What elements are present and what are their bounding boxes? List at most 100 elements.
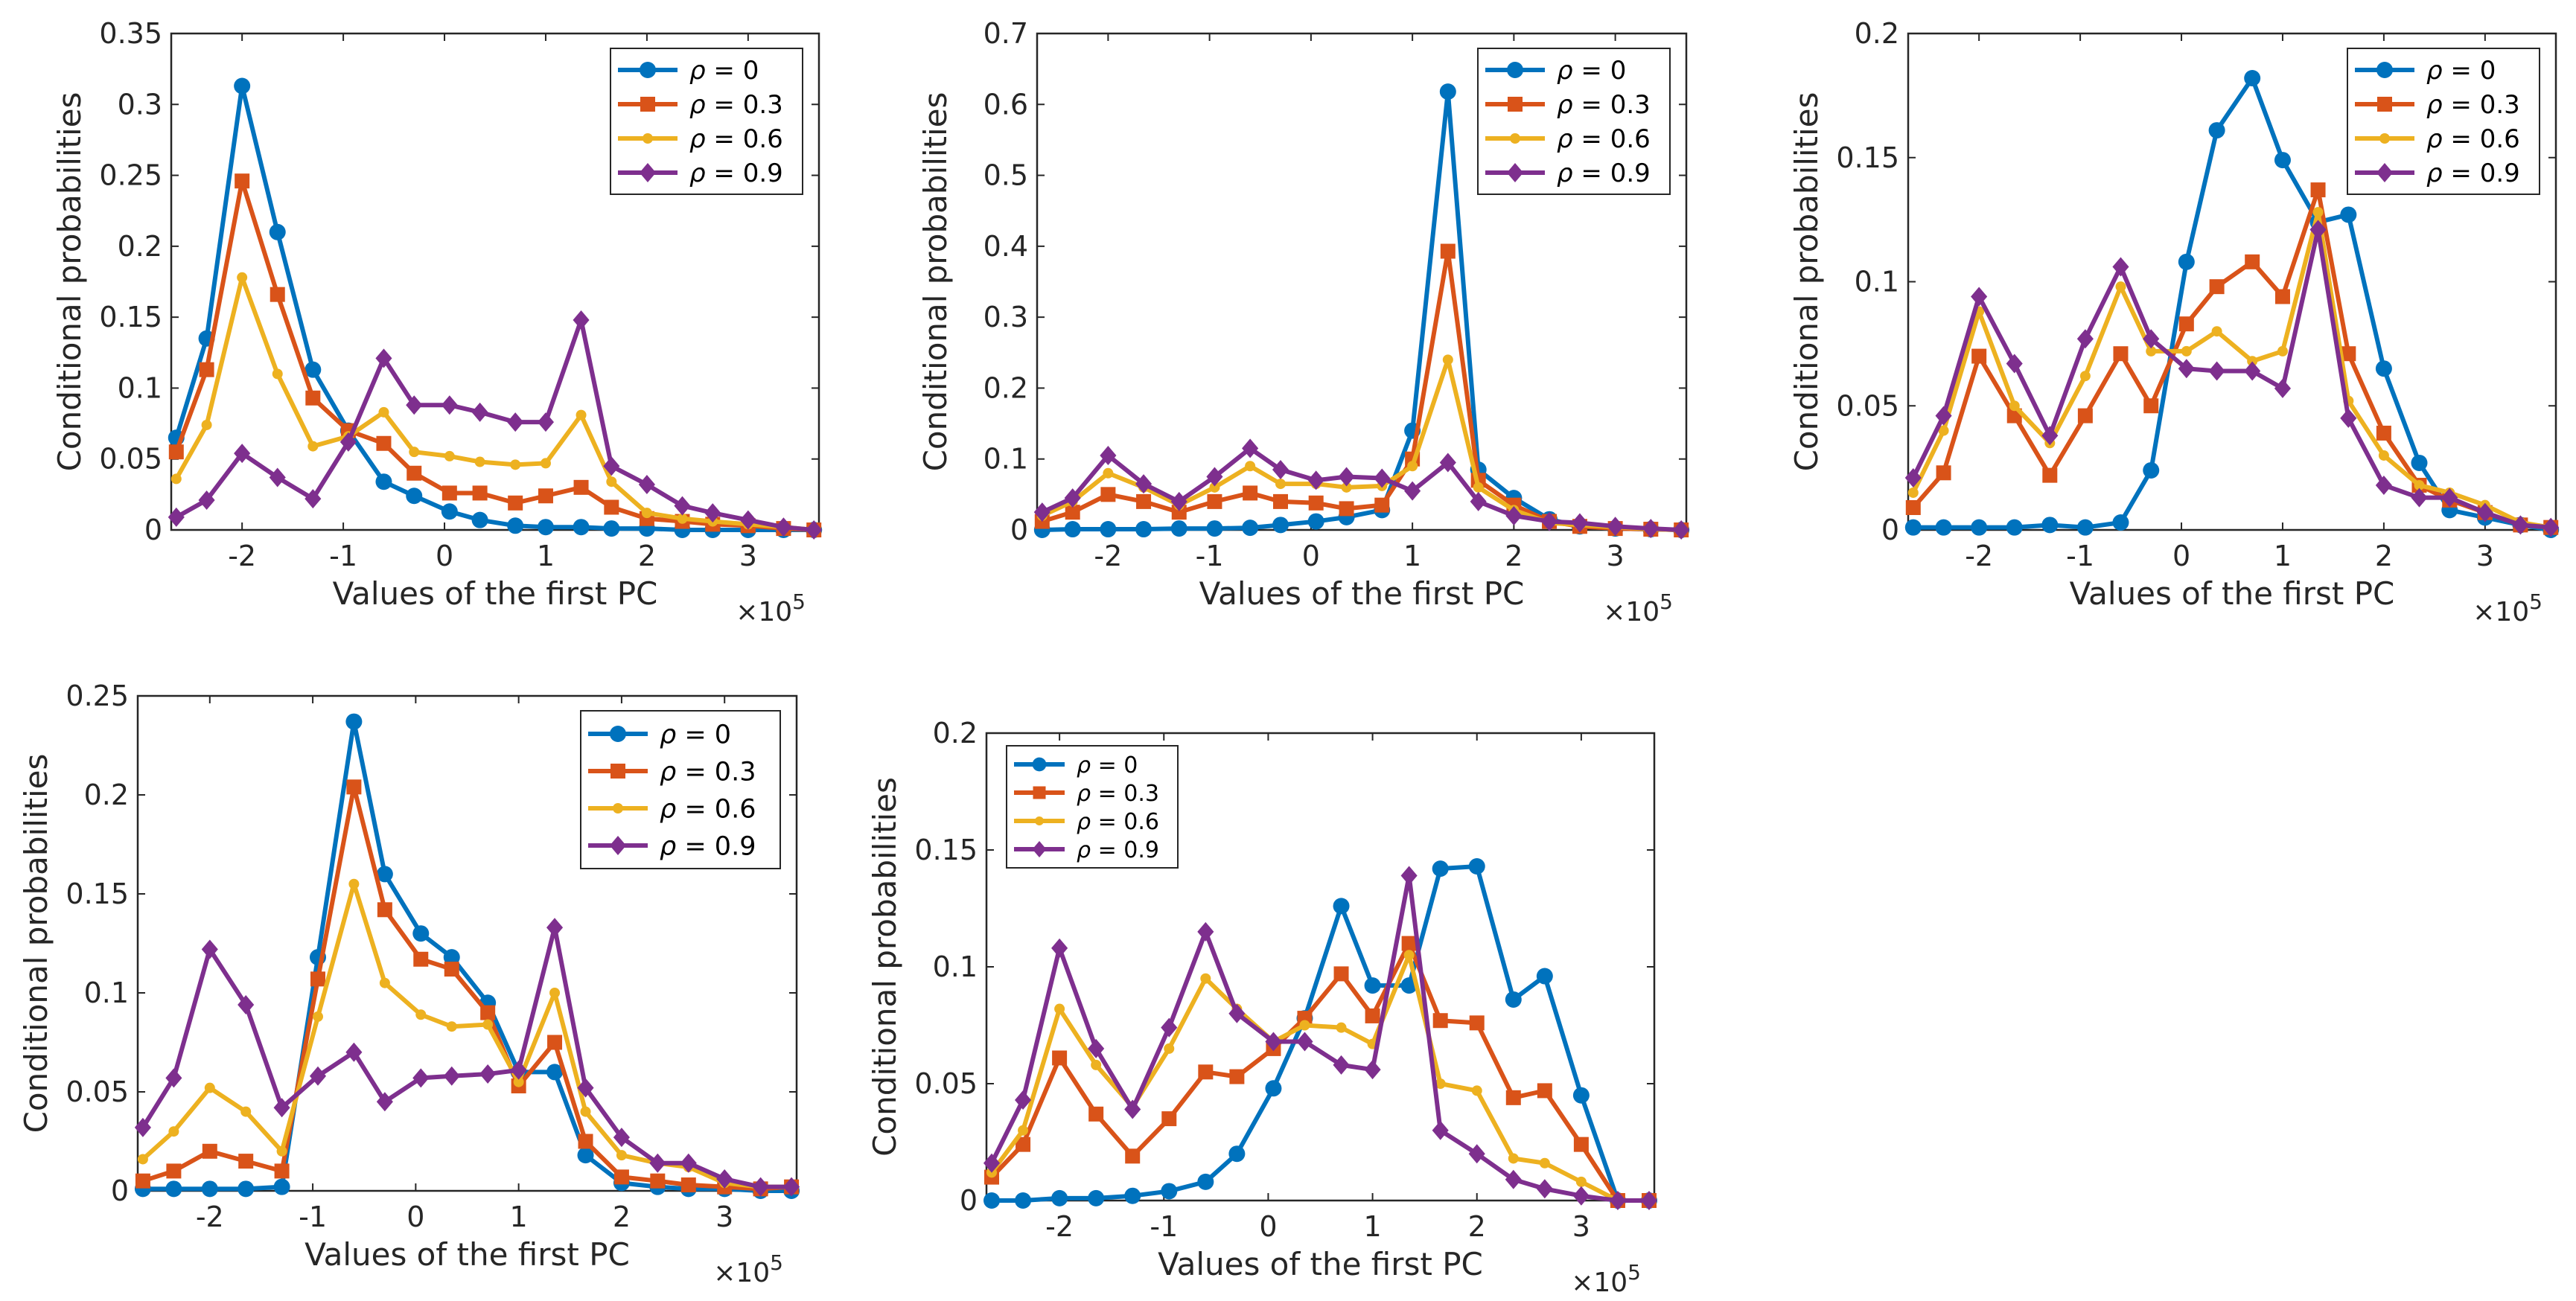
data-point: [783, 1177, 800, 1197]
data-point: [1015, 1192, 1032, 1209]
data-point: [376, 866, 393, 883]
legend-label-value: = 0.6: [1091, 809, 1159, 835]
series-4: [1033, 438, 1690, 540]
x-tick-label: -1: [329, 540, 357, 572]
x-axis-title: Values of the first PC: [333, 575, 658, 612]
data-point: [2178, 316, 2194, 332]
data-point: [2077, 408, 2093, 423]
data-point: [739, 510, 756, 530]
data-point: [983, 1153, 1001, 1173]
legend-label-symbol: ρ: [1077, 781, 1091, 807]
data-point: [1904, 519, 1922, 536]
data-point: [1571, 513, 1588, 533]
data-point: [235, 173, 250, 189]
data-point: [1971, 287, 1988, 307]
data-point: [134, 1117, 151, 1137]
x-axis-multiplier: ×105: [1571, 1260, 1641, 1298]
legend-label: ρ = 0: [689, 56, 759, 86]
legend-label: ρ = 0: [1557, 56, 1626, 86]
data-point: [1407, 461, 1418, 472]
data-point: [1307, 513, 1324, 530]
legend-label-symbol: ρ: [1557, 124, 1573, 154]
data-point: [1365, 1008, 1380, 1023]
data-point: [198, 490, 215, 510]
x-tick-label: 2: [1468, 1210, 1486, 1243]
y-axis-title: Conditional probabilities: [51, 92, 88, 472]
data-point: [752, 1177, 769, 1197]
data-point: [168, 507, 185, 527]
data-point: [1470, 491, 1487, 511]
data-point: [573, 479, 589, 495]
data-point: [1432, 1120, 1449, 1140]
legend-label-value: = 0.3: [706, 90, 783, 120]
legend-label-symbol: ρ: [689, 159, 706, 188]
data-point: [1161, 1111, 1177, 1127]
data-point: [1539, 1157, 1550, 1169]
data-point: [407, 465, 422, 481]
data-point: [1088, 1106, 1104, 1122]
legend-label: ρ = 0.3: [2426, 90, 2520, 120]
data-point: [1905, 499, 1921, 515]
legend-label: ρ = 0: [660, 720, 731, 750]
data-point: [1971, 348, 1987, 364]
data-point: [2378, 450, 2389, 461]
data-point: [202, 1143, 217, 1159]
data-point: [2375, 475, 2392, 495]
data-point: [1400, 977, 1418, 994]
x-tick-label: 3: [2476, 540, 2494, 572]
legend-label-symbol: ρ: [1557, 159, 1573, 188]
y-tick-label: 0.1: [118, 371, 162, 404]
data-point: [378, 406, 389, 418]
legend-label: ρ = 0.6: [1557, 124, 1651, 154]
data-point: [1124, 1099, 1141, 1119]
x-tick-label: 2: [613, 1201, 631, 1233]
data-point: [2542, 517, 2560, 537]
series-2: [135, 779, 800, 1197]
data-point: [2309, 220, 2327, 240]
x-axis-multiplier-base: ×10: [2473, 597, 2529, 627]
data-point: [379, 977, 390, 988]
data-point: [1124, 1187, 1141, 1204]
legend: ρ = 0ρ = 0.3ρ = 0.6ρ = 0.9: [580, 710, 781, 869]
data-point: [513, 1076, 524, 1087]
series-4: [983, 866, 1658, 1210]
data-point: [577, 1147, 594, 1164]
data-point: [573, 310, 590, 330]
data-point: [1468, 1144, 1485, 1164]
x-tick-label: 3: [1572, 1210, 1590, 1243]
data-point: [680, 1177, 696, 1193]
data-point: [441, 503, 458, 520]
legend: ρ = 0ρ = 0.3ρ = 0.6ρ = 0.9: [2347, 48, 2540, 195]
data-point: [2009, 400, 2020, 412]
legend-label-symbol: ρ: [660, 758, 676, 787]
data-point: [677, 513, 688, 524]
data-point: [2076, 329, 2094, 349]
y-tick-label: 0.25: [66, 680, 129, 712]
legend-label-value: = 0.9: [676, 832, 756, 862]
data-point: [273, 1178, 290, 1195]
data-point: [2079, 371, 2091, 382]
y-tick-label: 0.2: [84, 779, 129, 811]
data-point: [1341, 482, 1352, 493]
data-point: [276, 1145, 287, 1157]
legend-marker: [610, 726, 626, 742]
x-tick-label: 2: [2375, 540, 2393, 572]
legend-marker: [2376, 62, 2393, 78]
data-point: [649, 1153, 666, 1173]
data-point: [578, 1134, 593, 1149]
legend-marker: [1032, 757, 1047, 772]
x-tick-label: -2: [228, 540, 256, 572]
data-point: [1374, 497, 1390, 513]
data-point: [201, 939, 218, 959]
data-point: [538, 488, 553, 504]
legend-label-symbol: ρ: [2426, 159, 2443, 188]
data-point: [1206, 520, 1223, 537]
data-point: [165, 1068, 182, 1088]
data-point: [2143, 329, 2160, 349]
x-axis-multiplier-base: ×10: [1571, 1268, 1627, 1298]
data-point: [444, 450, 455, 461]
x-axis-multiplier-exponent: 5: [770, 1250, 783, 1275]
data-point: [376, 435, 392, 451]
y-tick-label: 0.3: [118, 88, 162, 121]
series-4: [168, 310, 823, 540]
